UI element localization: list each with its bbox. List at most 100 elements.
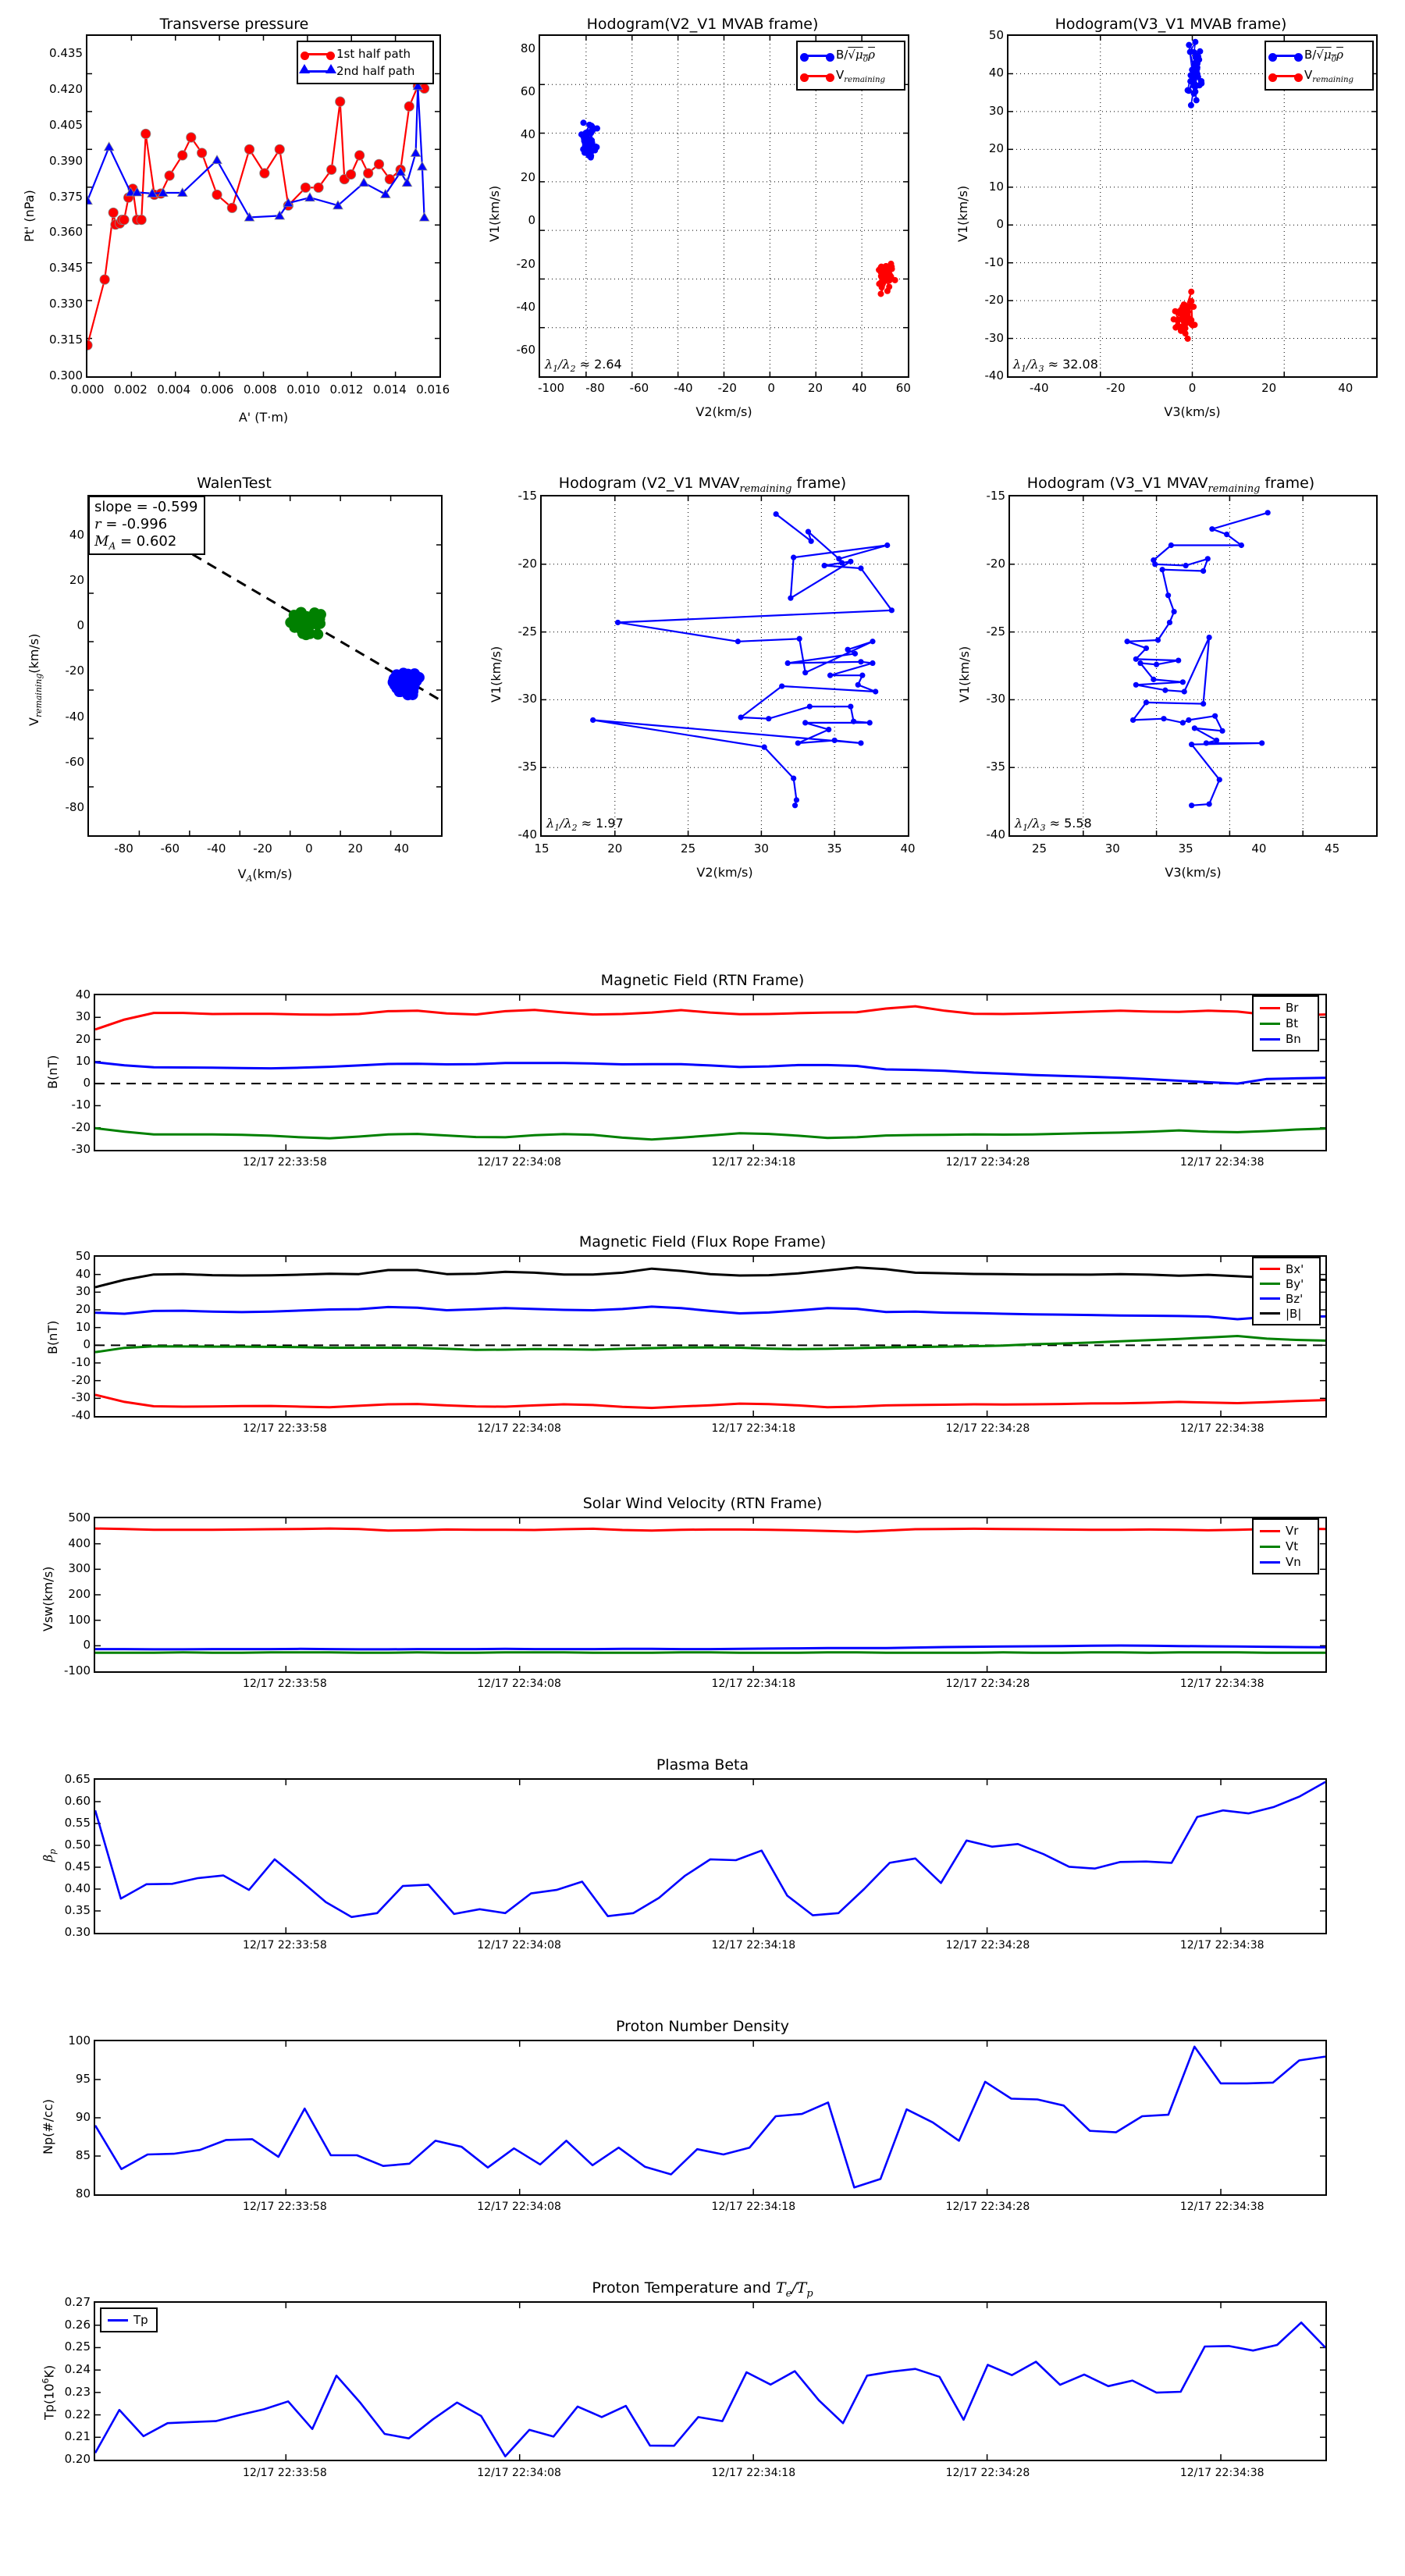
x-tick-label: -80 — [114, 841, 133, 856]
time-tick-label: 12/17 22:34:18 — [711, 1939, 796, 1952]
panel-transverse-pressure: Transverse pressure Pt' (nPa) A' (T·m) 0… — [0, 8, 468, 445]
legend-label: Bn — [1286, 1032, 1301, 1046]
x-tick-label: -40 — [1030, 381, 1049, 395]
y-tick-label: -40 — [516, 299, 536, 314]
legend-swatch-circle — [301, 51, 335, 60]
legend-item: Tp — [108, 2312, 150, 2328]
x-tick-label: -60 — [160, 841, 180, 856]
y-axis-label: Np(#/cc) — [41, 2099, 55, 2154]
y-tick-label: 60 — [520, 84, 535, 98]
legend-swatch-vt — [1260, 1545, 1280, 1548]
panel-hodogram-v3v1-mvav: Hodogram (V3_V1 MVAVremaining frame) V1(… — [937, 468, 1405, 906]
x-tick-label: 25 — [1031, 841, 1048, 856]
x-tick-label: 30 — [753, 841, 769, 856]
y-tick-label: 10 — [988, 179, 1004, 194]
y-tick-label: 0.390 — [49, 153, 83, 168]
x-axis-label: VA(km/s) — [237, 866, 293, 884]
y-tick-label: 0.26 — [64, 2317, 91, 2332]
y-tick-label: -20 — [516, 256, 536, 271]
legend-swatch-bt — [1260, 1022, 1280, 1025]
panel-vsw-rtn: Solar Wind Velocity (RTN Frame) Vsw(km/s… — [0, 1495, 1405, 1713]
time-tick-label: 12/17 22:34:38 — [1179, 2467, 1264, 2479]
x-tick-label: 0.008 — [243, 382, 277, 397]
legend-swatch-bx — [1260, 1268, 1280, 1270]
time-tick-label: 12/17 22:34:18 — [711, 1156, 796, 1169]
legend-swatch-bn — [1260, 1037, 1280, 1041]
y-tick-label: -20 — [71, 1372, 91, 1387]
time-tick-label: 12/17 22:34:08 — [477, 1939, 561, 1952]
legend-swatch-vn — [1260, 1560, 1280, 1564]
y-tick-label: 50 — [988, 28, 1004, 42]
y-tick-label: 0.40 — [64, 1881, 91, 1895]
plot-area-hodo-v2v1-mvab — [539, 34, 909, 378]
panel-title: Proton Number Density — [616, 2018, 789, 2035]
y-tick-label: -20 — [65, 664, 85, 678]
y-tick-label: 0.375 — [49, 189, 83, 204]
time-tick-label: 12/17 22:34:18 — [711, 1678, 796, 1690]
x-tick-label: -60 — [629, 381, 649, 395]
y-tick-label: -10 — [71, 1098, 91, 1112]
time-tick-label: 12/17 22:33:58 — [243, 2201, 327, 2213]
x-axis-label: A' (T·m) — [238, 410, 289, 425]
y-tick-label: 95 — [75, 2072, 91, 2086]
y-tick-label: 30 — [988, 103, 1004, 118]
time-tick-label: 12/17 22:34:38 — [1179, 1678, 1264, 1690]
legend-swatch-tp — [108, 2318, 128, 2322]
hodo-v2v1-mvav-canvas — [542, 496, 908, 835]
x-tick-label: 0 — [767, 381, 775, 395]
y-tick-label: 0 — [996, 217, 1004, 232]
x-tick-label: 40 — [852, 381, 867, 395]
y-tick-label: -30 — [986, 692, 1006, 706]
plot-area-hodo-v3v1-mvav — [1008, 495, 1378, 837]
x-tick-label: 0 — [1188, 381, 1197, 395]
legend-item: Vr — [1260, 1523, 1311, 1539]
legend-label: Vt — [1286, 1539, 1299, 1553]
y-tick-label: 40 — [520, 126, 535, 141]
y-tick-label: -40 — [71, 1408, 91, 1422]
legend-item: By' — [1260, 1276, 1313, 1291]
time-tick-label: 12/17 22:33:58 — [243, 1678, 327, 1690]
y-axis-label: V1(km/s) — [955, 185, 970, 242]
eigenvalue-ratio-annotation: λ1/λ2 ≈ 2.64 — [545, 357, 622, 375]
y-tick-label: 0.50 — [64, 1838, 91, 1852]
y-tick-label: 20 — [520, 170, 535, 185]
hodo-v3v1-mvab-canvas — [1008, 36, 1376, 376]
x-tick-label: 30 — [1104, 841, 1120, 856]
y-tick-label: 0.20 — [64, 2452, 91, 2466]
y-tick-label: 30 — [75, 1284, 91, 1299]
x-tick-label: 15 — [534, 841, 550, 856]
time-tick-label: 12/17 22:33:58 — [243, 1156, 327, 1169]
time-tick-label: 12/17 22:34:08 — [477, 1156, 561, 1169]
time-tick-label: 12/17 22:34:38 — [1179, 1422, 1264, 1435]
y-tick-label: 0.30 — [64, 1925, 91, 1939]
y-tick-label: 85 — [75, 2148, 91, 2162]
time-tick-label: 12/17 22:34:28 — [945, 2467, 1030, 2479]
bfield-fluxrope-canvas — [95, 1257, 1325, 1416]
legend-item: Bx' — [1260, 1261, 1313, 1276]
time-tick-label: 12/17 22:34:38 — [1179, 2201, 1264, 2213]
time-tick-label: 12/17 22:34:08 — [477, 1422, 561, 1435]
transverse-pressure-canvas — [87, 36, 439, 376]
x-tick-label: -20 — [1106, 381, 1126, 395]
y-tick-label: 0.300 — [49, 368, 83, 382]
y-tick-label: 0.345 — [49, 261, 83, 276]
x-tick-label: 40 — [900, 841, 916, 856]
x-tick-label: 0.004 — [157, 382, 191, 397]
plot-area-transverse-pressure — [86, 34, 441, 378]
x-tick-label: -20 — [253, 841, 272, 856]
legend-label: By' — [1286, 1276, 1304, 1291]
legend-item: B/√μ0ρ — [800, 45, 898, 66]
y-tick-label: -30 — [984, 330, 1005, 345]
x-axis-label: V3(km/s) — [1165, 865, 1222, 880]
plasma-beta-canvas — [95, 1780, 1325, 1933]
y-tick-label: -35 — [986, 760, 1006, 774]
panel-title: Proton Temperature and Te/Tp — [592, 2279, 813, 2300]
legend-bfield-fluxrope: Bx' By' Bz' |B| — [1252, 1257, 1321, 1325]
plot-area-bfield-rtn — [94, 994, 1327, 1151]
legend-label: B/√μ0ρ — [1304, 47, 1343, 64]
y-tick-label: 0 — [83, 1638, 91, 1653]
y-tick-label: 0 — [528, 213, 535, 228]
panel-title: Transverse pressure — [159, 16, 309, 33]
legend-item: |B| — [1260, 1306, 1313, 1321]
panel-title: Hodogram(V2_V1 MVAB frame) — [586, 16, 819, 33]
